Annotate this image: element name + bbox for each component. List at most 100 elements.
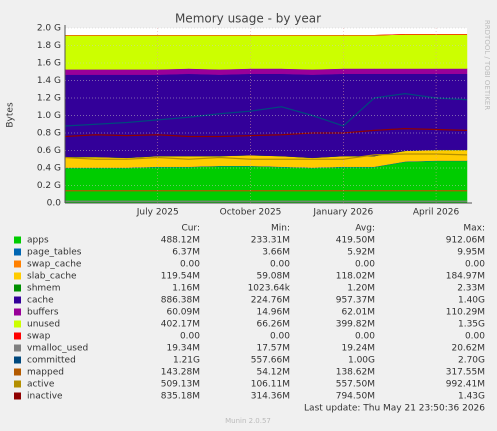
area — [65, 34, 467, 36]
area — [64, 73, 468, 159]
y-tick-label: 1.8 G — [37, 41, 61, 51]
plot — [64, 34, 468, 204]
y-tick-label: 1.0 G — [37, 111, 61, 121]
legend-stat: 1023.64k — [248, 284, 291, 294]
y-tick-label: 0.8 G — [37, 129, 61, 139]
x-tick-label: October 2025 — [220, 208, 282, 218]
legend-stat: 1.43G — [458, 392, 485, 402]
legend-header: Avg: — [355, 224, 375, 234]
legend-swatch — [14, 356, 21, 364]
line — [64, 128, 468, 138]
legend-name: swap — [27, 332, 51, 342]
legend-stat: 62.01M — [341, 308, 375, 318]
legend-swatch — [14, 320, 21, 328]
legend-stat: 317.55M — [446, 368, 485, 378]
legend-stat: 0.00 — [180, 332, 200, 342]
legend-name: buffers — [27, 308, 59, 318]
legend-name: shmem — [27, 284, 60, 294]
legend-header: Max: — [463, 224, 485, 234]
legend-stat: 1.16M — [172, 284, 200, 294]
legend-stat: 118.02M — [336, 272, 375, 282]
legend-name: unused — [27, 320, 60, 330]
legend-stat: 557.50M — [336, 380, 375, 390]
legend-swatch — [14, 344, 21, 352]
legend-stat: 314.36M — [251, 392, 290, 402]
area — [64, 34, 468, 70]
legend-name: cache — [27, 296, 54, 306]
legend-name: apps — [27, 236, 49, 246]
legend-stat: 1.21G — [173, 356, 200, 366]
legend-stat: 106.11M — [251, 380, 290, 390]
legend-stat: 17.57M — [256, 344, 290, 354]
y-axis-label: Bytes — [6, 102, 16, 128]
legend-stat: 54.12M — [256, 368, 290, 378]
watermark: RRDTOOL / TOBI OETIKER — [483, 20, 491, 110]
legend-name: inactive — [27, 392, 63, 402]
legend-stat: 138.62M — [336, 368, 375, 378]
legend-swatch — [14, 248, 21, 256]
x-tick-label: July 2025 — [136, 208, 179, 218]
legend-header: Cur: — [181, 224, 200, 234]
legend-stat: 0.00 — [270, 332, 290, 342]
legend-swatch — [14, 332, 21, 340]
legend-stat: 224.76M — [251, 296, 290, 306]
legend-name: active — [27, 380, 55, 390]
y-tick-label: 1.2 G — [37, 94, 61, 104]
line — [64, 153, 468, 160]
legend-stat: 419.50M — [336, 236, 375, 246]
legend-name: page_tables — [27, 248, 82, 258]
y-tick-label: 0.0 — [47, 199, 62, 209]
legend-name: slab_cache — [27, 272, 77, 282]
legend-swatch — [14, 368, 21, 376]
x-tick-label: April 2026 — [413, 208, 460, 218]
legend-stat: 509.13M — [161, 380, 200, 390]
legend-stat: 19.24M — [341, 344, 375, 354]
chart-title: Memory usage - by year — [175, 12, 321, 26]
y-tick-label: 0.2 G — [37, 181, 61, 191]
legend-stat: 14.96M — [256, 308, 290, 318]
line — [64, 93, 468, 127]
legend-stat: 233.31M — [251, 236, 290, 246]
legend-stat: 110.29M — [446, 308, 485, 318]
legend-stat: 0.00 — [270, 260, 290, 270]
x-tick-label: January 2026 — [312, 208, 373, 218]
legend-stat: 488.12M — [161, 236, 200, 246]
legend-stat: 19.34M — [166, 344, 200, 354]
legend-stat: 2.70G — [458, 356, 485, 366]
footer: Munin 2.0.57 — [225, 417, 271, 425]
y-tick-label: 0.6 G — [37, 146, 61, 156]
y-tick-label: 2.0 G — [37, 24, 61, 34]
y-tick-label: 1.6 G — [37, 59, 61, 69]
legend-stat: 957.37M — [336, 296, 375, 306]
legend-stat: 0.00 — [355, 260, 375, 270]
legend-stat: 0.00 — [465, 260, 485, 270]
legend-swatch — [14, 272, 21, 280]
legend-swatch — [14, 296, 21, 304]
legend-swatch — [14, 308, 21, 316]
legend-stat: 3.66M — [262, 248, 290, 258]
legend-stat: 0.00 — [355, 332, 375, 342]
legend-swatch — [14, 392, 21, 400]
legend-stat: 399.82M — [336, 320, 375, 330]
legend-stat: 5.92M — [347, 248, 375, 258]
legend-stat: 402.17M — [161, 320, 200, 330]
legend-stat: 9.95M — [457, 248, 485, 258]
legend-swatch — [14, 236, 21, 244]
legend-stat: 557.66M — [251, 356, 290, 366]
legend-header: Min: — [271, 224, 290, 234]
legend-stat: 60.09M — [166, 308, 200, 318]
legend-stat: 886.38M — [161, 296, 200, 306]
legend-stat: 6.37M — [172, 248, 200, 258]
legend-stat: 119.54M — [161, 272, 200, 282]
legend-stat: 66.26M — [256, 320, 290, 330]
legend-stat: 0.00 — [465, 332, 485, 342]
last-update: Last update: Thu May 21 23:50:36 2026 — [304, 404, 485, 414]
y-tick-label: 1.4 G — [37, 76, 61, 86]
legend-stat: 1.40G — [458, 296, 485, 306]
legend-name: committed — [27, 356, 76, 366]
legend-stat: 835.18M — [161, 392, 200, 402]
legend-stat: 1.00G — [348, 356, 375, 366]
legend-swatch — [14, 260, 21, 268]
legend-stat: 1.20M — [347, 284, 375, 294]
legend-stat: 992.41M — [446, 380, 485, 390]
